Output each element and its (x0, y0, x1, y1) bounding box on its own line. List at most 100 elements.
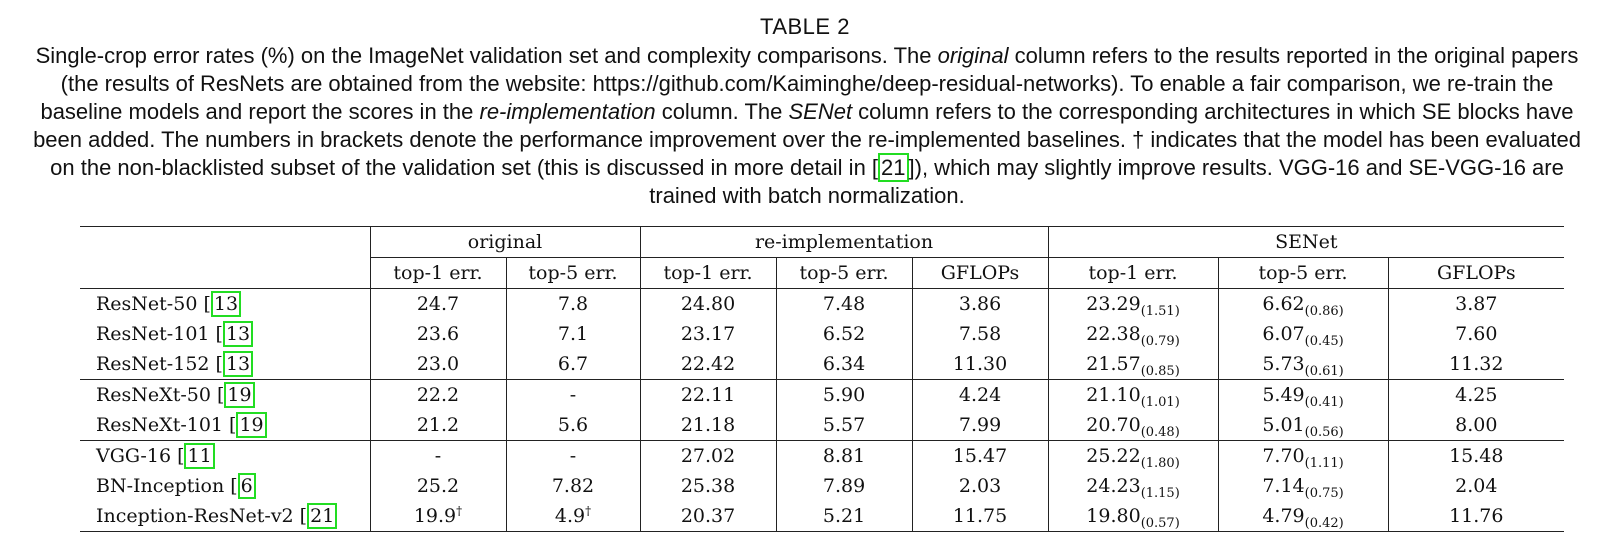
table-cell: 7.8 (506, 288, 641, 319)
cell-value: 6.62 (1262, 293, 1305, 315)
table-cell: - (506, 440, 641, 471)
table-cell: 24.23(1.15) (1048, 471, 1219, 501)
model-name: ResNet-152 [ (96, 353, 223, 375)
table-row: VGG-16 [11 - - 27.02 8.81 15.47 25.22(1.… (80, 440, 1565, 471)
table-cell: 7.70(1.11) (1218, 440, 1389, 471)
table-cell: 25.2 (370, 471, 507, 501)
table-cell: 3.87 (1455, 293, 1498, 315)
table-row: ResNeXt-101 [19 21.2 5.6 21.18 5.57 7.99… (80, 410, 1564, 441)
results-table: original re-implementation SENet top-1 e… (80, 226, 1565, 532)
model-name: ResNet-50 [ (96, 293, 211, 315)
cell-value: 5.01 (1262, 414, 1305, 436)
citation-link[interactable]: 19 (236, 412, 267, 438)
table-cell: 19.9† (370, 501, 507, 532)
table-cell: 5.73(0.61) (1218, 349, 1389, 380)
improvement-value: (0.79) (1140, 334, 1180, 349)
table-cell: 22.11 (640, 379, 777, 410)
improvement-value: (0.86) (1304, 304, 1344, 319)
table-cell: 5.6 (506, 410, 641, 441)
column-header: top-5 err. (506, 257, 641, 289)
column-header: top-1 err. (1048, 257, 1219, 289)
table-cell: 21.10(1.01) (1048, 379, 1219, 410)
caption-text: ]), which may slightly improve results. … (649, 155, 1564, 208)
table-cell: 5.49(0.41) (1218, 379, 1389, 410)
table-caption: Single-crop error rates (%) on the Image… (22, 42, 1592, 210)
table-cell: - (506, 379, 641, 410)
cell-value: 5.73 (1262, 353, 1305, 375)
improvement-value: (1.51) (1140, 304, 1180, 319)
table-cell: 8.00 (1455, 414, 1498, 436)
table-cell: 7.89 (776, 471, 913, 501)
table-cell: 25.38 (640, 471, 777, 501)
column-header: top-1 err. (640, 257, 777, 289)
improvement-value: (1.01) (1140, 395, 1180, 410)
caption-text: column. The (655, 99, 789, 124)
caption-emphasis: SENet (788, 99, 853, 124)
improvement-value: (0.56) (1304, 425, 1344, 440)
citation-link[interactable]: 13 (210, 291, 242, 317)
table-cell: - (370, 440, 507, 471)
cell-value: 7.14 (1262, 475, 1305, 497)
table-cell: 5.57 (776, 410, 913, 441)
table-cell: 20.37 (640, 501, 777, 532)
cell-value: 21.57 (1086, 353, 1141, 375)
table-cell: 22.42 (640, 349, 777, 380)
table-label: TABLE 2 (760, 14, 850, 39)
improvement-value: (0.61) (1304, 364, 1344, 379)
table-cell: 5.21 (776, 501, 913, 532)
table-cell: 23.6 (370, 319, 507, 349)
caption-text: Single-crop error rates (%) on the Image… (35, 43, 938, 68)
citation-link[interactable]: 6 (237, 473, 256, 499)
table-cell: 7.82 (506, 471, 641, 501)
table-row: ResNet-50 [13 24.7 7.8 24.80 7.48 3.86 2… (80, 288, 1564, 319)
model-name-cell: VGG-16 [11 (80, 440, 371, 471)
citation-link[interactable]: 11 (184, 443, 215, 469)
citation-link[interactable]: 13 (222, 321, 254, 347)
table-cell: 23.17 (640, 319, 777, 349)
table-cell: 25.22(1.80) (1048, 440, 1219, 471)
citation-link[interactable]: 21 (307, 503, 338, 529)
cell-value: 7.70 (1262, 445, 1305, 467)
citation-link[interactable]: 19 (224, 382, 255, 408)
column-header: top-5 err. (776, 257, 913, 289)
table-cell: 4.24 (912, 379, 1049, 410)
model-name-cell: ResNet-50 [13 (80, 288, 371, 319)
column-header: GFLOPs (912, 257, 1049, 289)
citation-link[interactable]: 21 (878, 153, 909, 182)
improvement-value: (0.45) (1304, 334, 1344, 349)
table-cell: 7.14(0.75) (1218, 471, 1389, 501)
column-header: top-5 err. (1218, 257, 1389, 289)
table-cell: 4.9† (506, 501, 641, 532)
cell-value: 19.80 (1086, 505, 1141, 527)
table-cell: 6.62(0.86) (1218, 288, 1389, 319)
table-cell: 15.47 (912, 440, 1049, 471)
caption-text: column refers to the results reported in… (40, 43, 1579, 124)
results-table-container: original re-implementation SENet top-1 e… (80, 226, 1565, 532)
table-cell: 21.2 (370, 410, 507, 441)
table-cell: 11.30 (912, 349, 1049, 380)
table-cell: 11.75 (912, 501, 1049, 532)
cell-value: 23.29 (1086, 293, 1141, 315)
group-header-senet: SENet (1048, 226, 1565, 258)
table-cell: 19.80(0.57) (1048, 501, 1219, 532)
model-name: VGG-16 [ (96, 445, 185, 467)
table-cell: 7.99 (912, 410, 1049, 441)
table-row: BN-Inception [6 25.2 7.82 25.38 7.89 2.0… (80, 471, 1564, 501)
cell-value: 21.10 (1086, 384, 1141, 406)
improvement-value: (1.15) (1140, 486, 1180, 501)
table-cell: 6.34 (776, 349, 913, 380)
table-cell: 2.04 (1455, 475, 1498, 497)
table-cell: 7.48 (776, 288, 913, 319)
cell-value: 20.70 (1086, 414, 1141, 436)
citation-link[interactable]: 13 (222, 351, 254, 377)
improvement-value: (0.75) (1304, 486, 1344, 501)
table-cell: 4.79(0.42) (1218, 501, 1389, 532)
model-name: ResNeXt-50 [ (96, 384, 225, 406)
table-cell: 24.7 (370, 288, 507, 319)
table-cell: 24.80 (640, 288, 777, 319)
dagger-mark: † (585, 504, 592, 518)
cell-value: 6.07 (1262, 323, 1305, 345)
model-name-cell: ResNeXt-101 [19 (80, 410, 371, 441)
improvement-value: (0.85) (1140, 364, 1180, 379)
cell-value: 25.22 (1086, 445, 1141, 467)
